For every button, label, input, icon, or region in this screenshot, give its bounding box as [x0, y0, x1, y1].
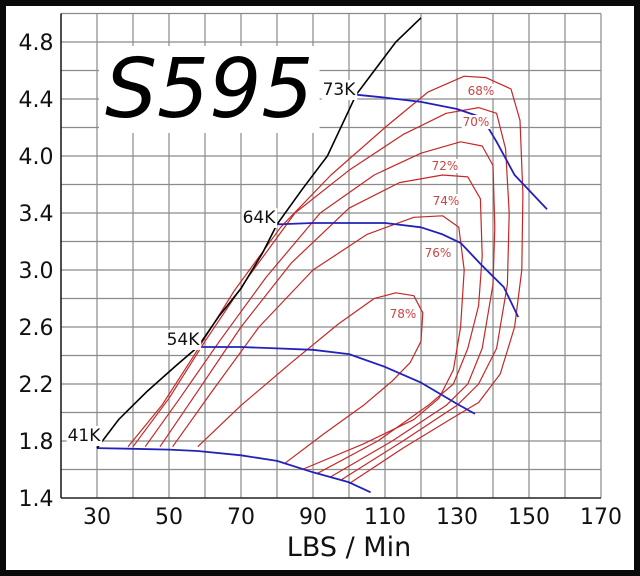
label-background: [321, 80, 358, 100]
label-background: [431, 194, 461, 208]
surge-line: [96, 17, 422, 449]
x-tick-label: 90: [299, 505, 327, 530]
efficiency-contour-68: [127, 75, 524, 485]
efficiency-label: 72%: [432, 159, 459, 173]
x-axis-label: LBS / Min: [287, 532, 411, 563]
label-background: [423, 246, 453, 260]
label-background: [165, 330, 202, 350]
label-background: [388, 307, 418, 321]
y-tick-label: 4.4: [19, 88, 54, 113]
x-tick-label: 50: [155, 505, 183, 530]
y-tick-label: 4.0: [19, 145, 54, 170]
label-background: [241, 208, 278, 228]
speed-label: 64K: [243, 208, 277, 228]
axes: 30 50 70 90 110 130 150 170 1.4 1.8 2.2 2.6 3.0 3.4 4.…: [19, 13, 622, 530]
efficiency-contour-76: [172, 215, 465, 471]
y-tick-label: 2.2: [19, 373, 54, 398]
y-tick-label: 3.4: [19, 202, 54, 227]
efficiency-contour-78: [197, 292, 424, 465]
efficiency-islands: [127, 75, 524, 485]
x-tick-label: 150: [508, 505, 550, 530]
label-background: [66, 426, 103, 446]
speed-label: 54K: [167, 330, 201, 350]
surge-line-group: [96, 17, 422, 449]
x-tick-label: 70: [227, 505, 255, 530]
label-background: [430, 159, 460, 173]
speed-line-54K: [197, 346, 476, 415]
efficiency-label: 76%: [425, 246, 452, 260]
x-tick-label: 30: [83, 505, 111, 530]
y-tick-label: 1.4: [19, 487, 54, 512]
x-tick-label: 130: [436, 505, 478, 530]
label-background: [466, 84, 496, 98]
efficiency-contour-72: [144, 141, 496, 478]
x-tick-label: 110: [364, 505, 406, 530]
efficiency-label: 78%: [390, 307, 417, 321]
x-tick-label: 170: [580, 505, 622, 530]
y-tick-label: 1.8: [19, 430, 54, 455]
y-tick-label: 4.8: [19, 31, 54, 56]
speed-label: 41K: [68, 426, 102, 446]
label-background: [461, 115, 491, 129]
efficiency-label: 68%: [468, 84, 495, 98]
labels: 68% 70% 72% 74% 76% 78% 41K 54K 64K 73K: [66, 80, 496, 446]
efficiency-label: 74%: [433, 194, 460, 208]
speed-line-64K: [276, 222, 520, 318]
title-background: [99, 46, 320, 133]
y-tick-label: 2.6: [19, 316, 54, 341]
chart-title: S595: [105, 42, 314, 137]
speed-label: 73K: [323, 80, 357, 100]
speed-line-41K: [96, 447, 371, 494]
y-tick-label: 3.0: [19, 259, 54, 284]
efficiency-label: 70%: [463, 115, 490, 129]
